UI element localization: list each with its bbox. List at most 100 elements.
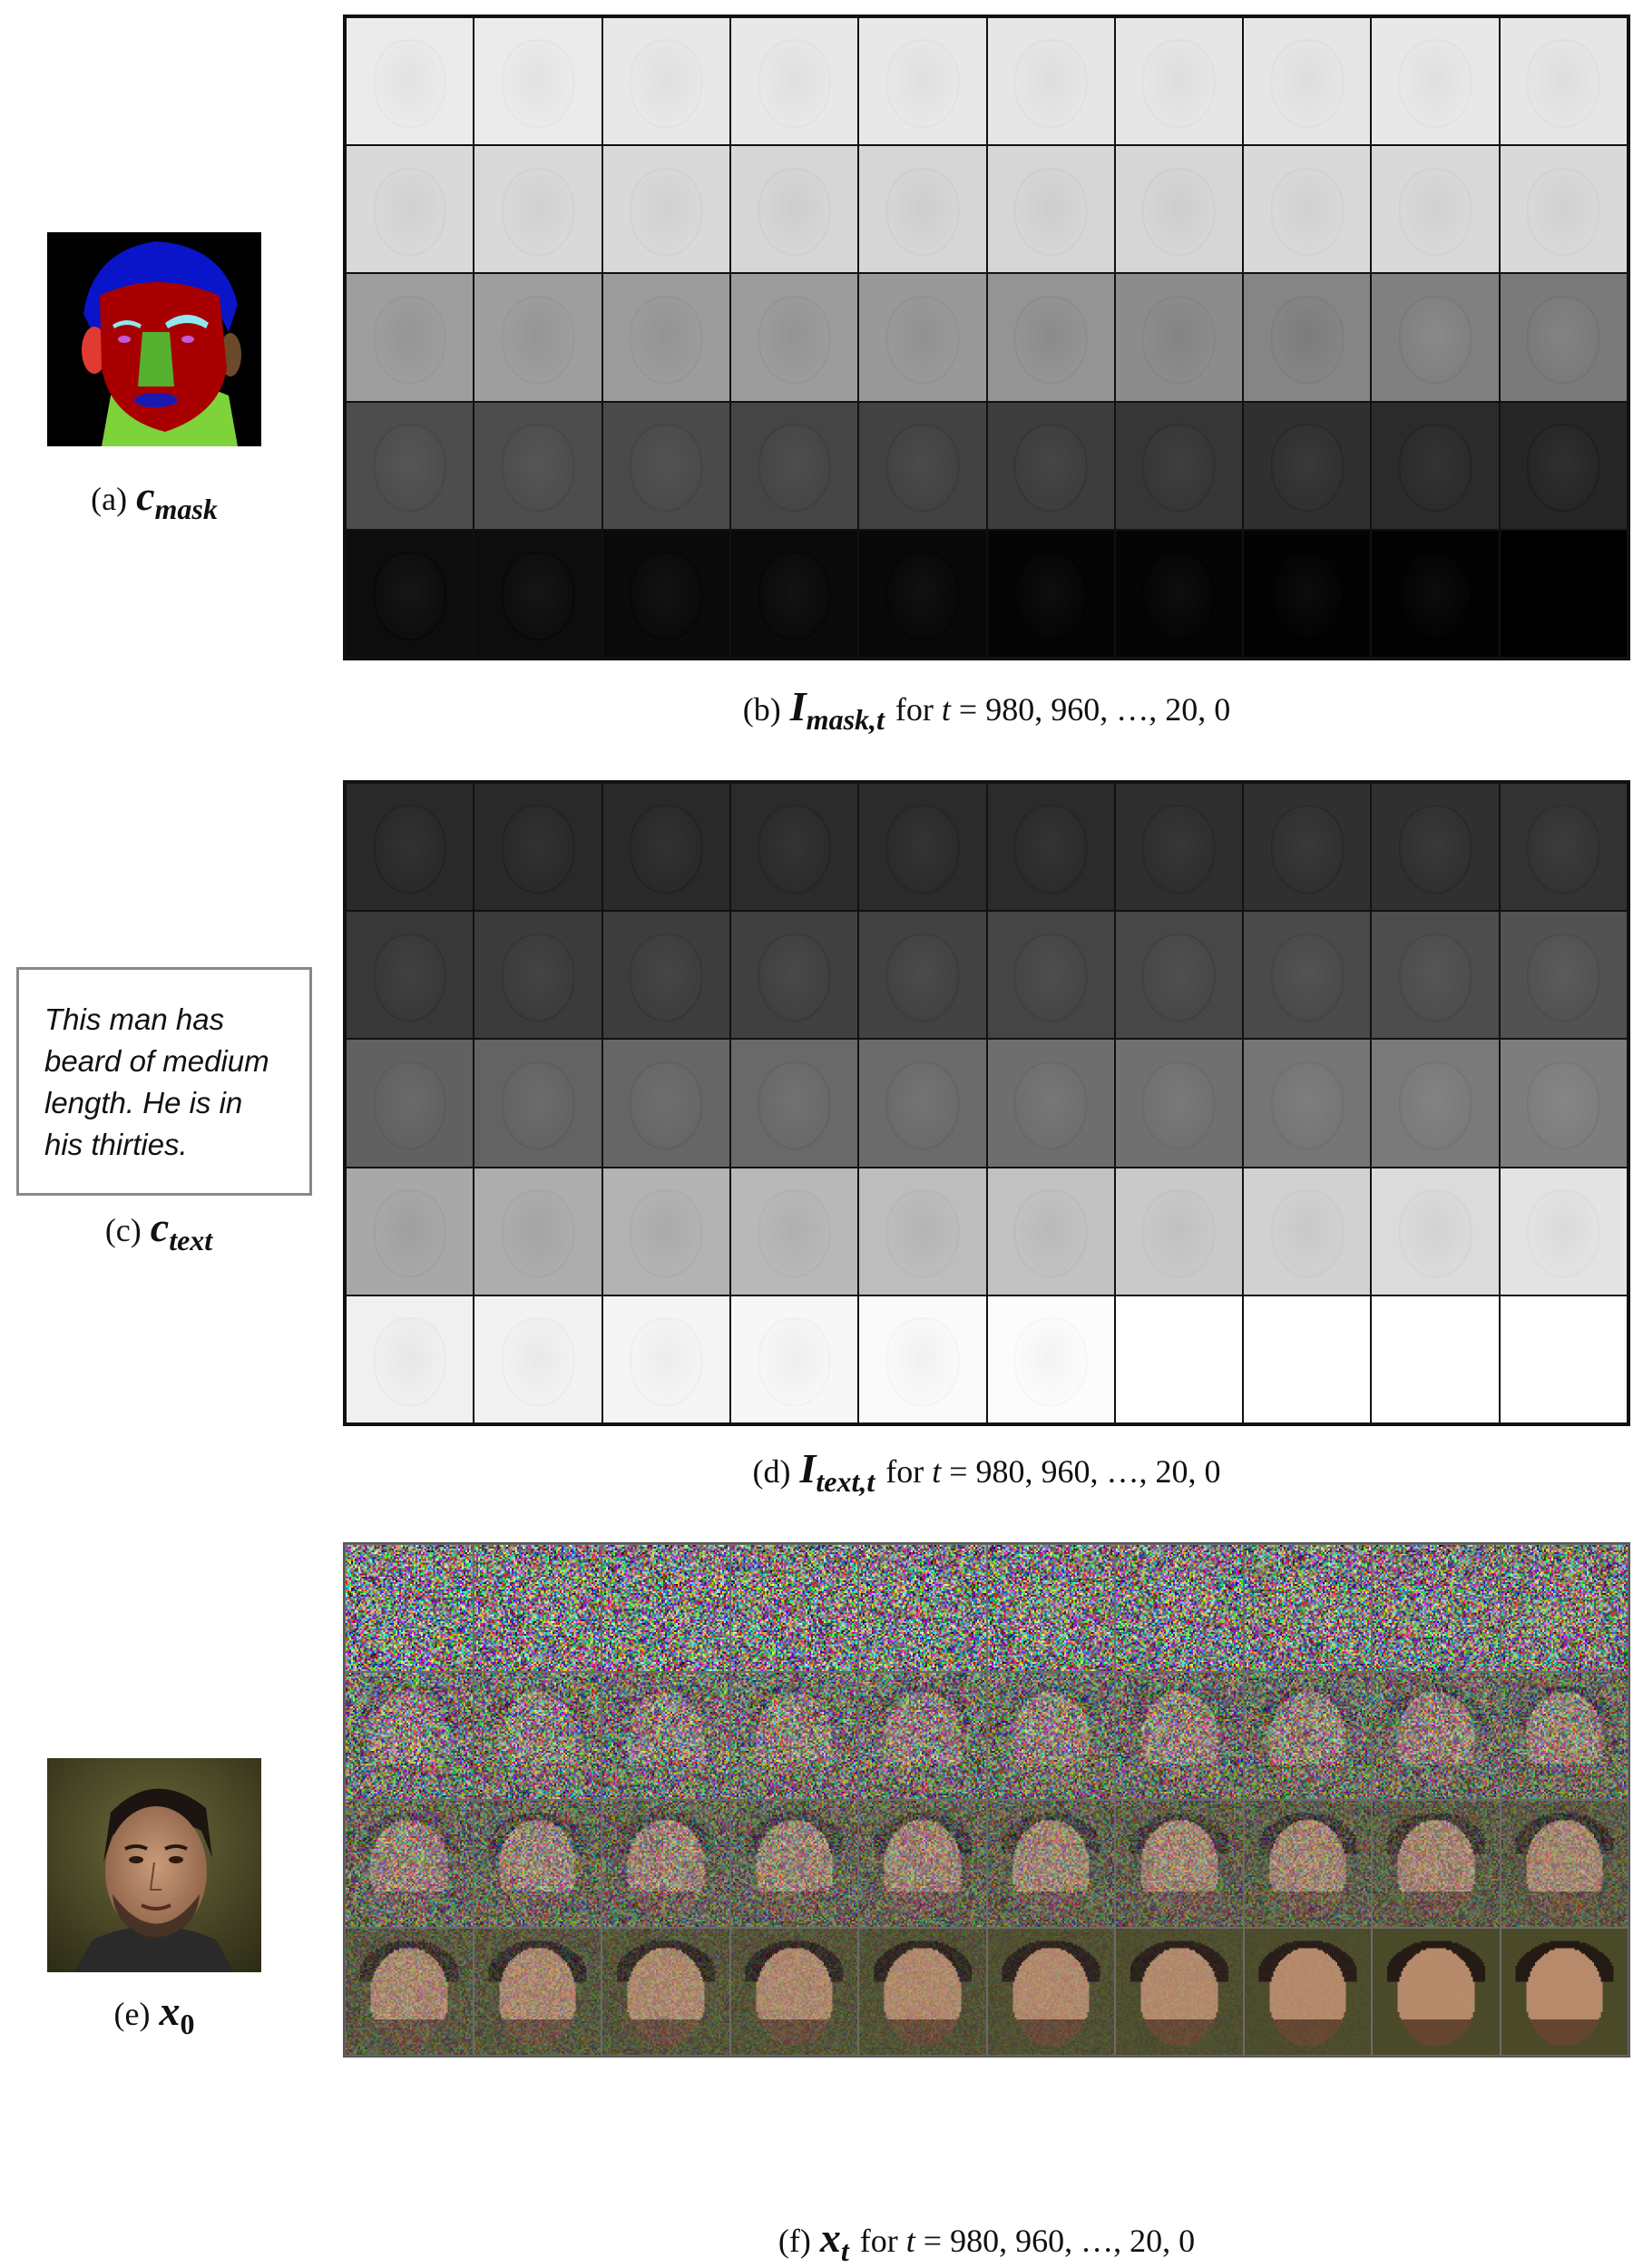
face-ghost — [885, 167, 960, 257]
face-ghost — [629, 1061, 703, 1150]
face-ghost — [629, 1189, 703, 1278]
denoising-step-image — [601, 1800, 730, 1928]
face-ghost — [1013, 1317, 1088, 1406]
caption-d-symbol: I — [799, 1445, 817, 1491]
denoising-step-image — [1243, 1672, 1372, 1800]
text-influence-cell — [858, 1039, 987, 1168]
face-ghost — [501, 1317, 575, 1406]
face-ghost — [373, 39, 447, 129]
mask-influence-cell — [346, 273, 474, 402]
face-ghost — [885, 805, 960, 894]
text-influence-grid — [343, 780, 1630, 1426]
mask-influence-cell — [1243, 273, 1372, 402]
face-ghost — [373, 1189, 447, 1278]
face-ghost — [629, 1317, 703, 1406]
denoising-step-image — [601, 1544, 730, 1672]
face-ghost — [758, 1317, 831, 1406]
face-ghost — [1270, 39, 1345, 129]
face-ghost — [885, 39, 960, 129]
caption-e-symbol: x — [159, 1988, 181, 2034]
text-influence-cell — [1499, 783, 1628, 912]
caption-d-label: (d) — [752, 1453, 791, 1490]
caption-d-for: for — [885, 1453, 924, 1490]
text-influence-cell — [346, 911, 474, 1040]
mask-influence-cell — [729, 273, 859, 402]
face-ghost — [1526, 424, 1600, 513]
face-ghost — [1142, 296, 1216, 385]
caption-a-subscript: mask — [154, 493, 218, 525]
face-ghost — [373, 424, 447, 513]
mask-influence-cell — [729, 17, 859, 146]
text-influence-cell — [1371, 783, 1500, 912]
face-ghost — [373, 552, 447, 640]
mask-influence-cell — [1371, 17, 1500, 146]
denoising-step-image — [601, 1928, 730, 2056]
denoising-step-image — [345, 1928, 474, 2056]
text-influence-cell — [346, 783, 474, 912]
face-ghost — [1398, 296, 1472, 385]
mask-influence-cell — [346, 17, 474, 146]
mask-influence-cell — [601, 17, 730, 146]
mask-influence-cell — [601, 273, 730, 402]
caption-f-values: = 980, 960, …, 20, 0 — [914, 2223, 1196, 2259]
caption-a-symbol: c — [136, 473, 155, 519]
caption-f-for: for — [859, 2223, 898, 2259]
denoising-step-image — [986, 1928, 1115, 2056]
face-ghost — [1142, 1189, 1216, 1278]
text-influence-cell — [1371, 1167, 1500, 1295]
denoising-sequence-grid — [343, 1542, 1630, 2058]
text-line: This man has — [44, 1002, 225, 1036]
face-ghost — [1013, 167, 1088, 257]
mask-influence-cell — [1243, 529, 1372, 658]
denoising-step-image — [1372, 1928, 1501, 2056]
face-ghost — [501, 296, 575, 385]
face-ghost — [1142, 1061, 1216, 1150]
text-influence-cell — [1371, 911, 1500, 1040]
text-influence-cell — [858, 1295, 987, 1423]
text-influence-cell — [346, 1295, 474, 1423]
text-influence-cell — [601, 1295, 730, 1423]
face-ghost — [373, 1317, 447, 1406]
face-ghost — [1398, 805, 1472, 894]
face-ghost — [1398, 1061, 1472, 1150]
caption-d-t: t — [932, 1453, 942, 1490]
face-ghost — [1270, 805, 1345, 894]
mask-influence-cell — [601, 145, 730, 274]
text-influence-cell — [1371, 1039, 1500, 1168]
denoising-step-image — [1372, 1544, 1501, 1672]
text-influence-cell — [1499, 911, 1628, 1040]
caption-c: (c) ctext — [54, 1203, 263, 1257]
face-ghost — [1398, 39, 1472, 129]
denoising-step-image — [729, 1800, 858, 1928]
denoising-step-image — [1115, 1800, 1244, 1928]
denoising-step-image — [1372, 1800, 1501, 1928]
caption-a: (a) cmask — [54, 472, 254, 526]
denoising-step-image — [1500, 1544, 1628, 1672]
face-ghost — [1398, 933, 1472, 1022]
face-ghost — [1270, 552, 1345, 640]
denoising-step-image — [1372, 1672, 1501, 1800]
denoising-step-image — [473, 1672, 601, 1800]
mask-influence-cell — [858, 529, 987, 658]
caption-f-t: t — [905, 2223, 915, 2259]
face-ghost — [1142, 424, 1216, 513]
face-ghost — [501, 1061, 575, 1150]
caption-c-label: (c) — [104, 1212, 142, 1248]
face-ghost — [1270, 167, 1345, 257]
face-ghost — [1142, 552, 1216, 640]
denoising-step-image — [858, 1544, 987, 1672]
face-ghost — [1526, 805, 1600, 894]
text-influence-cell — [858, 911, 987, 1040]
caption-f: (f) xt for t = 980, 960, …, 20, 0 — [343, 2214, 1630, 2268]
face-ghost — [501, 39, 575, 129]
mask-influence-cell — [1243, 145, 1372, 274]
text-influence-cell — [1371, 1295, 1500, 1423]
denoising-step-image — [858, 1800, 987, 1928]
denoising-step-image — [345, 1800, 474, 1928]
caption-d-subscript: text,t — [816, 1465, 875, 1498]
mask-influence-cell — [1243, 401, 1372, 530]
mask-influence-cell — [1114, 145, 1244, 274]
face-ghost — [885, 296, 960, 385]
denoising-step-image — [729, 1672, 858, 1800]
face-ghost — [373, 805, 447, 894]
